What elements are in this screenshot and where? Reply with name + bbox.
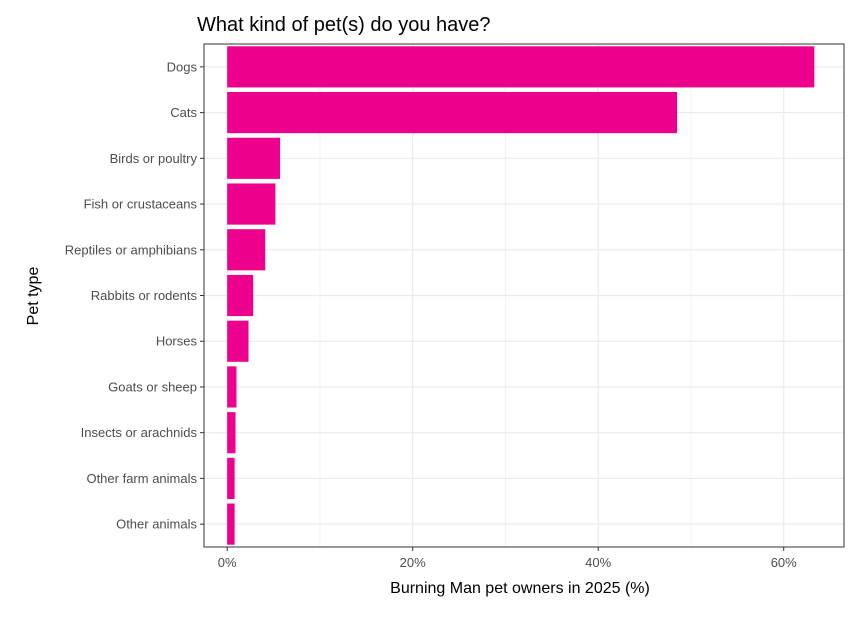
- y-tick-label: Reptiles or amphibians: [65, 242, 198, 257]
- bar-cats: [227, 92, 678, 134]
- y-tick-label: Horses: [156, 334, 198, 349]
- y-tick-label: Other farm animals: [86, 471, 197, 486]
- y-tick-label: Birds or poultry: [110, 151, 198, 166]
- bar-dogs: [227, 46, 815, 88]
- y-tick-label: Goats or sheep: [108, 379, 197, 394]
- x-tick-label: 60%: [771, 555, 797, 570]
- bar-birds-or-poultry: [227, 137, 281, 179]
- bar-goats-or-sheep: [227, 366, 237, 408]
- bar-other-animals: [227, 503, 235, 545]
- x-tick-label: 0%: [218, 555, 237, 570]
- bars: [227, 46, 815, 545]
- bar-insects-or-arachnids: [227, 412, 236, 454]
- x-axis: 0% 20% 40% 60%: [218, 547, 797, 570]
- y-axis-title: Pet type: [25, 267, 42, 326]
- bar-reptiles-or-amphibians: [227, 229, 266, 271]
- bar-fish-or-crustaceans: [227, 183, 276, 225]
- x-tick-label: 40%: [585, 555, 611, 570]
- y-axis: Dogs Cats Birds or poultry Fish or crustace…: [65, 59, 204, 532]
- y-tick-label: Rabbits or rodents: [91, 288, 198, 303]
- y-tick-label: Other animals: [116, 517, 197, 532]
- x-axis-title: Burning Man pet owners in 2025 (%): [390, 580, 650, 597]
- y-tick-label: Dogs: [167, 59, 198, 74]
- y-tick-label: Cats: [170, 105, 197, 120]
- bar-rabbits-or-rodents: [227, 274, 254, 317]
- y-tick-label: Insects or arachnids: [81, 425, 198, 440]
- chart-title: What kind of pet(s) do you have?: [197, 14, 491, 36]
- y-tick-label: Fish or crustaceans: [84, 197, 198, 212]
- bar-other-farm-animals: [227, 457, 235, 499]
- x-tick-label: 20%: [400, 555, 426, 570]
- bar-horses: [227, 320, 249, 362]
